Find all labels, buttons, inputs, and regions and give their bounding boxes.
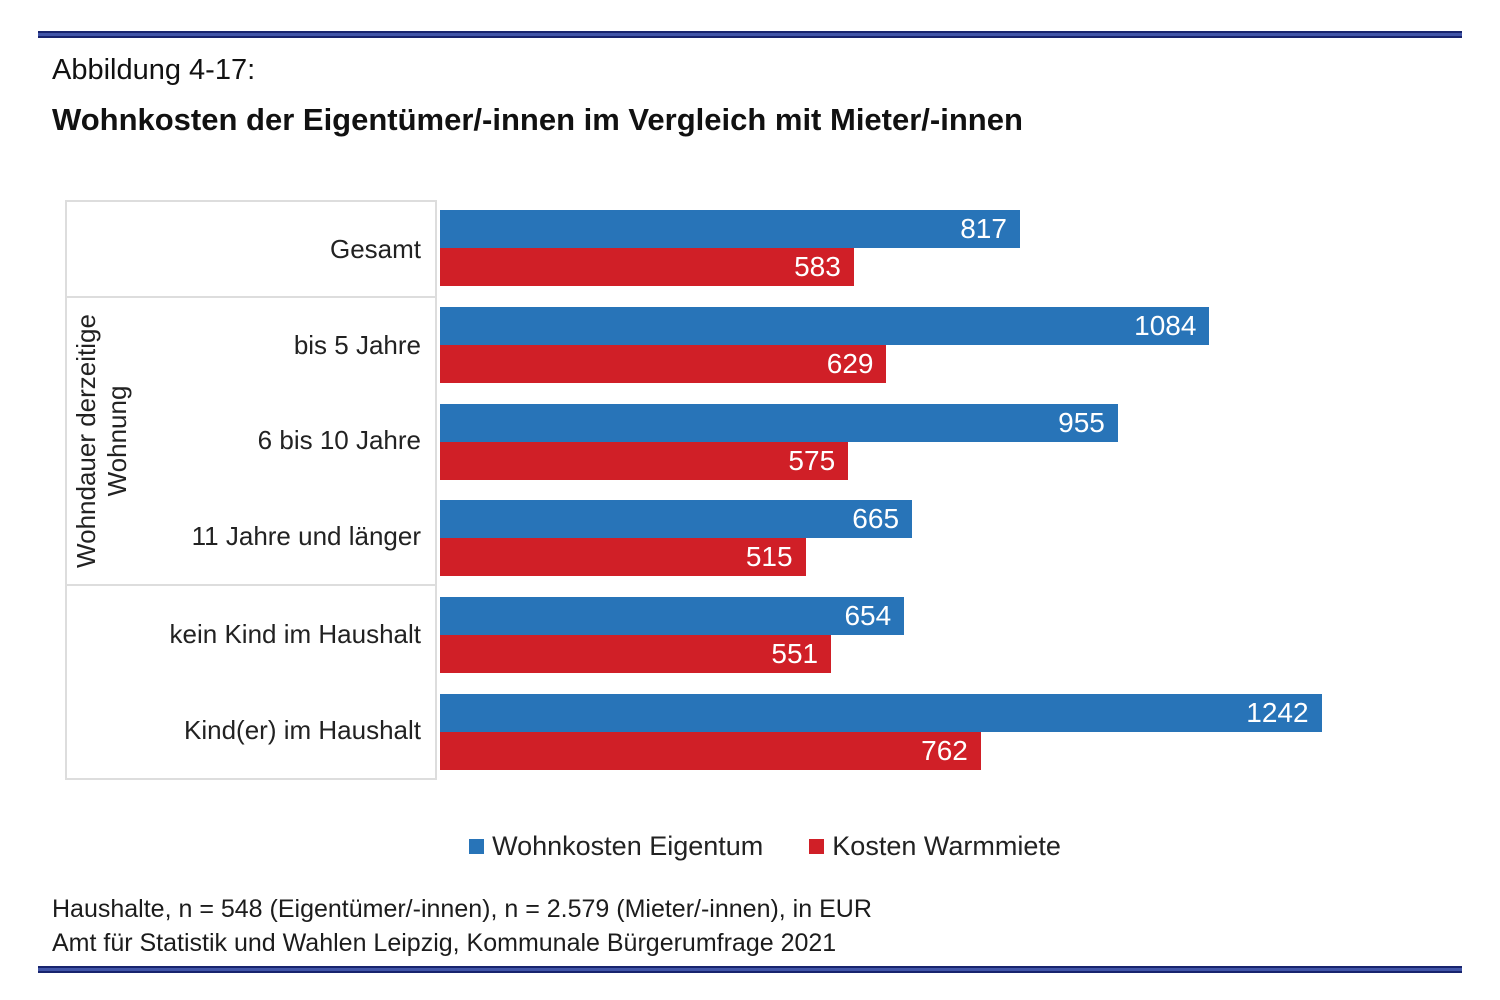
category-group: Gesamt — [67, 202, 435, 298]
bar-kosten-warmmiete: 551 — [440, 634, 832, 673]
footer-line-2: Amt für Statistik und Wahlen Leipzig, Ko… — [52, 929, 837, 957]
bar-value-label: 583 — [794, 251, 841, 283]
bar-row: 955 575 — [440, 393, 1460, 490]
bar-kosten-warmmiete: 583 — [440, 248, 854, 287]
legend-swatch-blue — [469, 839, 485, 854]
bar-wohnkosten-eigentum: 665 — [440, 500, 913, 539]
bar-wohnkosten-eigentum: 955 — [440, 403, 1118, 442]
category-labels: bis 5 Jahre 6 bis 10 Jahre 11 Jahre und lä… — [67, 298, 435, 584]
bar-wohnkosten-eigentum: 1084 — [440, 306, 1210, 345]
category-group: Wohndauer derzeitige Wohnung bis 5 Jahre 6… — [67, 298, 435, 586]
bar-kosten-warmmiete: 629 — [440, 344, 887, 383]
bar-row: 1242 762 — [440, 683, 1460, 780]
legend-label: Wohnkosten Eigentum — [492, 831, 764, 861]
bar-value-label: 665 — [852, 503, 900, 535]
group-axis-label: Wohndauer derzeitige Wohnung — [71, 314, 132, 568]
bar-value-label: 575 — [788, 444, 836, 476]
figure-title: Wohnkosten der Eigentümer/-innen im Verg… — [52, 102, 1023, 137]
bar-value-label: 629 — [826, 347, 874, 379]
bar-value-label: 515 — [745, 541, 793, 573]
bar-row: 665 515 — [440, 490, 1460, 587]
legend-label: Kosten Warmmiete — [832, 831, 1061, 861]
bar-row: 654 551 — [440, 587, 1460, 684]
footer-line-1: Haushalte, n = 548 (Eigentümer/-innen), … — [52, 895, 872, 923]
category-label: Kind(er) im Haushalt — [184, 714, 421, 745]
bar-value-label: 955 — [1058, 406, 1105, 438]
category-labels: kein Kind im Haushalt Kind(er) im Haushal… — [67, 586, 435, 778]
category-label: Gesamt — [329, 233, 421, 264]
plot-area: 817 583 1084 629 955 575 665 515 654 551 1242 762 — [440, 200, 1460, 780]
bar-row: 1084 629 — [440, 297, 1460, 394]
bar-kosten-warmmiete: 575 — [440, 441, 849, 480]
legend: Wohnkosten Eigentum Kosten Warmmiete — [0, 831, 1500, 862]
bar-value-label: 551 — [771, 637, 819, 669]
bar-value-label: 654 — [844, 599, 892, 631]
category-label: bis 5 Jahre — [293, 330, 421, 361]
footer-note: Haushalte, n = 548 (Eigentümer/-innen), … — [52, 892, 872, 960]
bar-value-label: 762 — [921, 734, 968, 766]
legend-item-wohnkosten-eigentum: Wohnkosten Eigentum — [469, 831, 763, 862]
category-label: 6 bis 10 Jahre — [257, 425, 421, 456]
category-label: 11 Jahre und länger — [191, 520, 421, 551]
top-rule — [38, 31, 1462, 38]
bar-wohnkosten-eigentum: 1242 — [440, 693, 1322, 732]
bottom-rule — [38, 966, 1462, 973]
category-group: kein Kind im Haushalt Kind(er) im Haushal… — [67, 586, 435, 778]
bar-wohnkosten-eigentum: 654 — [440, 596, 905, 635]
category-label: kein Kind im Haushalt — [169, 618, 421, 649]
bar-row: 817 583 — [440, 200, 1460, 297]
bar-value-label: 1084 — [1134, 309, 1197, 341]
bar-value-label: 817 — [960, 213, 1007, 245]
figure-label: Abbildung 4-17: — [52, 54, 256, 86]
bar-wohnkosten-eigentum: 817 — [440, 210, 1020, 249]
bar-kosten-warmmiete: 762 — [440, 731, 981, 770]
category-labels: Gesamt — [67, 202, 435, 296]
bar-kosten-warmmiete: 515 — [440, 538, 806, 577]
category-axis: Gesamt Wohndauer derzeitige Wohnung bis 5 … — [65, 200, 437, 780]
bar-value-label: 1242 — [1246, 696, 1309, 728]
legend-item-kosten-warmmiete: Kosten Warmmiete — [809, 831, 1061, 862]
legend-swatch-red — [809, 839, 825, 854]
